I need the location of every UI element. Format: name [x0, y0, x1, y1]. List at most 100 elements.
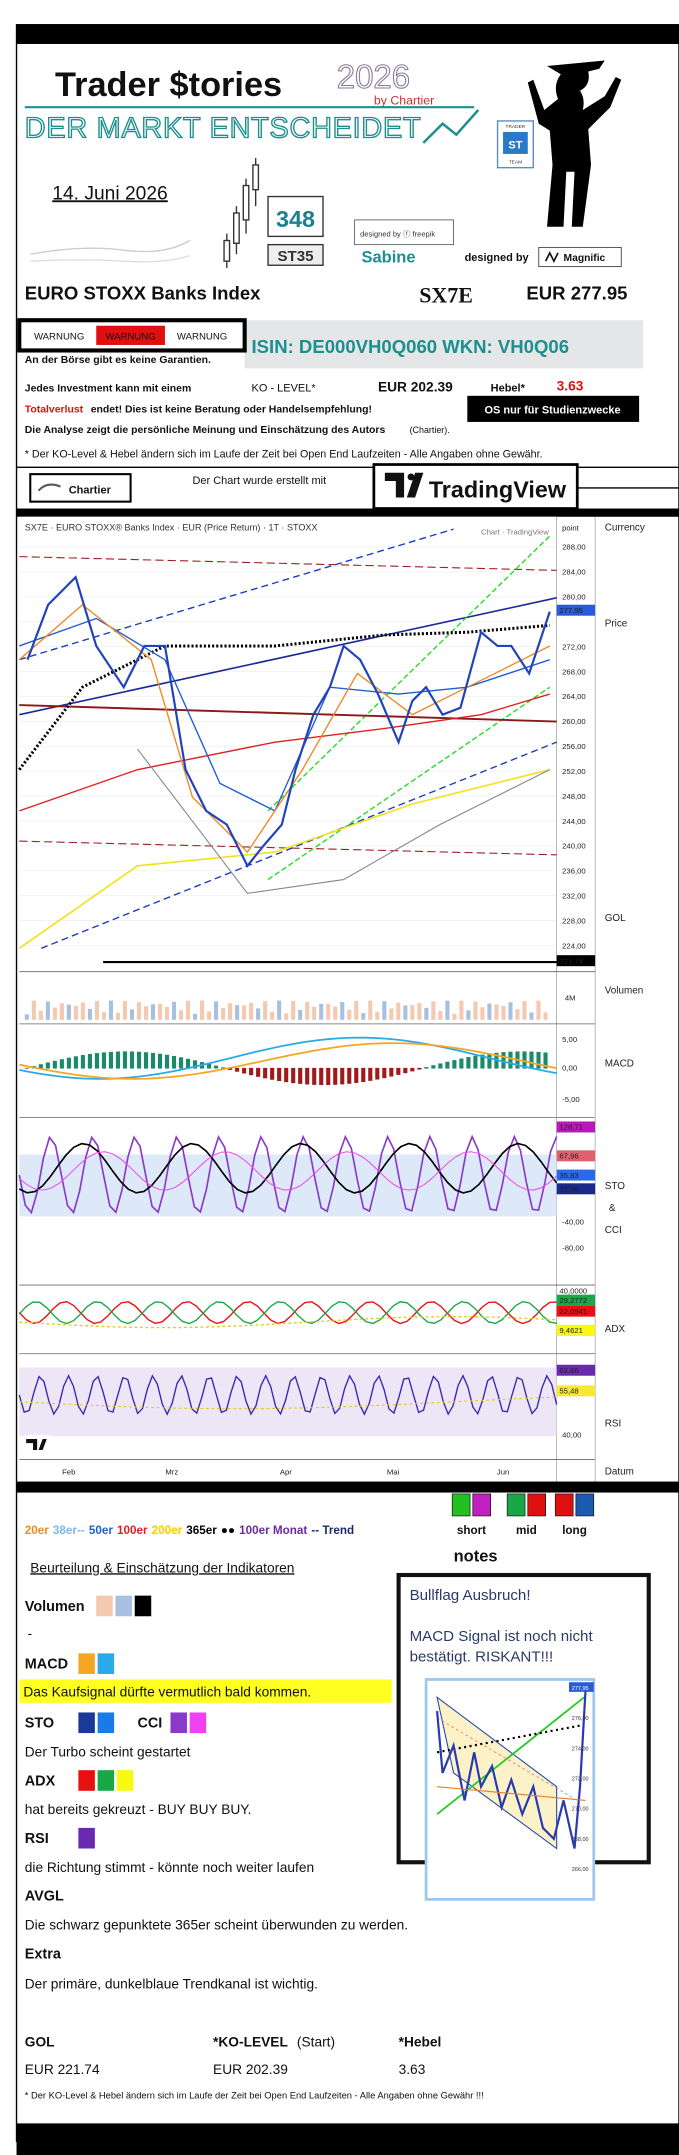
no-advice: endet! Dies ist keine Beratung oder Hand…	[91, 404, 372, 415]
volume-bar	[66, 1004, 71, 1020]
macd-bar	[270, 1067, 275, 1080]
volume-bar	[115, 1012, 121, 1020]
volume-bar	[543, 1012, 548, 1020]
adx-label: 9,4621	[559, 1326, 583, 1335]
volume-bar	[207, 1011, 212, 1020]
silhouette	[527, 60, 622, 227]
legend-item: 200er	[152, 1524, 183, 1537]
label-avgl: AVGL	[25, 1889, 64, 1905]
panel-label: STO	[605, 1181, 625, 1192]
volume-bar	[171, 1001, 177, 1020]
macd-bar	[508, 1051, 513, 1069]
sto-label: 12,96	[559, 1185, 578, 1194]
chart-line	[137, 748, 551, 894]
panel-label: GOL	[605, 913, 626, 924]
volume-bar	[52, 1007, 57, 1020]
y-tick-label: 284,00	[562, 568, 586, 577]
label-rsi: RSI	[25, 1831, 49, 1847]
notes-title: notes	[454, 1547, 498, 1565]
opinion: Die Analyse zeigt die persönliche Meinun…	[25, 425, 386, 436]
macd-bar	[424, 1067, 429, 1069]
macd-bar	[52, 1060, 57, 1069]
volume-bar	[298, 1009, 303, 1020]
volume-bar	[221, 1007, 226, 1020]
volume-bar	[305, 1001, 310, 1020]
volume-bar	[277, 1000, 282, 1020]
x-tick-label: Mrz	[165, 1468, 178, 1477]
label-macd: MACD	[25, 1656, 68, 1672]
macd-bar	[45, 1062, 50, 1069]
code: ST35	[277, 248, 313, 265]
platform: TradingView	[429, 477, 567, 503]
volume-bar	[45, 1001, 50, 1020]
warning: WARNUNG	[177, 331, 227, 342]
adx-label-bg	[556, 1324, 596, 1336]
swatch	[97, 1653, 115, 1674]
volume-bar	[410, 1004, 415, 1020]
macd-bar	[263, 1067, 268, 1079]
y-tick-label: 248,00	[562, 792, 586, 801]
macd-bar	[410, 1067, 415, 1072]
swatch	[116, 1770, 134, 1791]
macd-bar	[221, 1067, 226, 1069]
y-tick-label: -80,00	[562, 1244, 584, 1253]
mini-graph	[27, 203, 193, 270]
watermark: Chart · TradingView	[481, 528, 549, 537]
chart-line	[19, 1042, 557, 1080]
investment: Jedes Investment kann mit einem	[25, 384, 191, 395]
signals: short mid long	[451, 1493, 595, 1537]
volume-bar	[242, 1005, 247, 1020]
warning: WARNUNG	[105, 331, 155, 342]
volume-bar	[214, 1001, 219, 1020]
no-guarantee: An der Börse gibt es keine Garantien.	[25, 355, 211, 366]
macd-bar	[305, 1067, 310, 1085]
panel-label: ADX	[605, 1324, 626, 1335]
chart-line	[18, 1374, 558, 1416]
volume-bar	[501, 1006, 506, 1020]
mini-tick-label: 270,00	[572, 1807, 589, 1813]
unit: point	[562, 524, 580, 533]
created-with: Der Chart wurde erstellt mit	[192, 475, 326, 487]
chart-axes: 288,00 284,00 280,00 272,00 268,00 264,00 260,…	[62, 543, 596, 1477]
macd-bar	[228, 1067, 233, 1070]
slogan: DER MARKT ENTSCHEIDET	[25, 112, 421, 144]
volume-bar	[312, 1006, 317, 1020]
volume-bar	[417, 1003, 422, 1020]
swatch	[170, 1712, 187, 1734]
volume-bar	[459, 1000, 464, 1020]
warning-bg	[96, 325, 165, 345]
x-tick-label: Apr	[280, 1468, 292, 1477]
macd-bar	[59, 1059, 64, 1069]
swatch	[97, 1712, 115, 1734]
chart-line	[18, 1300, 557, 1325]
macd-bar	[382, 1067, 387, 1079]
volume-bar	[361, 1013, 366, 1020]
chart-line	[18, 1151, 557, 1191]
legend-item: 38er--	[53, 1524, 85, 1537]
macd-bar	[249, 1067, 254, 1076]
volume-bar	[340, 1002, 345, 1020]
chart-lines	[18, 528, 558, 1437]
volume-bar	[319, 1003, 324, 1020]
volume-bar	[326, 1004, 331, 1020]
adx-label: 29,2772	[559, 1296, 587, 1305]
mini-tick-label: 277,95	[572, 1686, 589, 1692]
macd-bar	[389, 1067, 394, 1077]
macd-bar	[214, 1065, 219, 1069]
panel-label: RSI	[605, 1419, 621, 1430]
isin-box	[244, 320, 644, 369]
notes-line: Bullflag Ausbruch!	[410, 1587, 531, 1604]
freepik: designed by ⓕ freepik	[360, 229, 435, 238]
volume-bar	[375, 1011, 380, 1020]
instrument-price: EUR 277.95	[526, 283, 627, 304]
bottom-bar	[16, 2123, 679, 2155]
volume-bar	[487, 1003, 492, 1020]
y-tick-label: 232,00	[562, 891, 586, 900]
y-tick-label: 280,00	[562, 593, 586, 602]
chart-top-bar	[16, 508, 679, 517]
macd-bar	[185, 1058, 191, 1069]
volume-bar	[529, 1012, 534, 1020]
macd-bar	[501, 1052, 506, 1069]
volume-bar	[122, 1000, 128, 1020]
macd-bar	[536, 1051, 541, 1069]
